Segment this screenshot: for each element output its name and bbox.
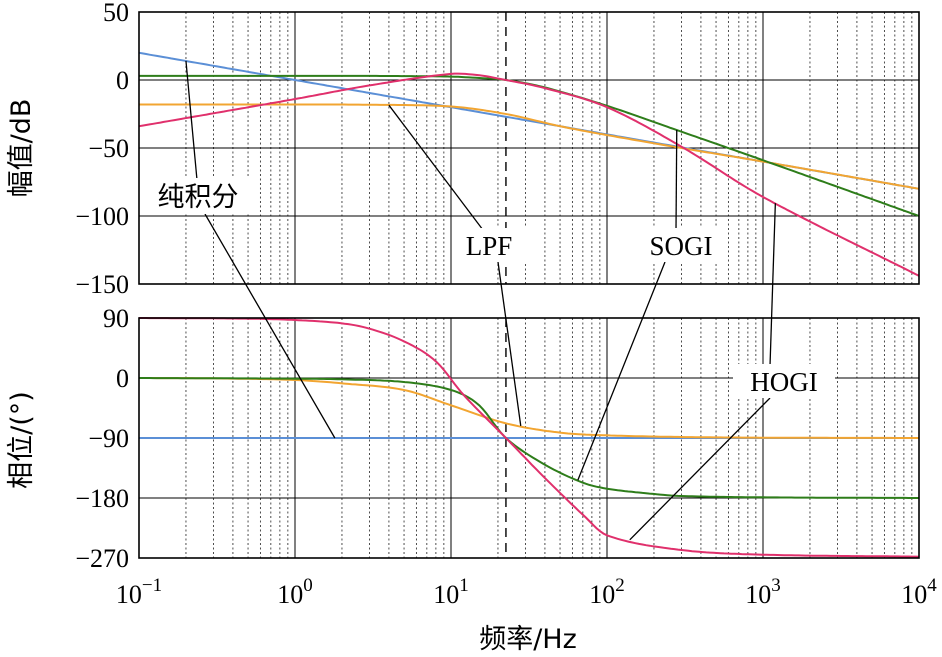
x-tick-label: 101 [433, 575, 469, 609]
annotation-leader-line [185, 60, 198, 181]
svg-text:LPF: LPF [466, 231, 513, 261]
x-tick-label: 10−1 [116, 575, 162, 609]
series-line-hogi [138, 72, 920, 277]
magnitude-grid [138, 11, 920, 285]
x-tick-label: 103 [745, 575, 781, 609]
x-axis-title: 频率/Hz [479, 624, 577, 655]
y-tick-label: 0 [116, 364, 129, 393]
svg-text:HOGI: HOGI [750, 367, 818, 397]
y-tick-label: −180 [75, 484, 129, 513]
annotation-leader-line [577, 261, 666, 481]
x-tick-label: 100 [277, 575, 313, 609]
phase-frame [138, 317, 920, 559]
phase-series [139, 317, 920, 558]
series-line-sogi [139, 377, 919, 499]
annotation-leader-line [497, 261, 522, 426]
y-tick-label: 90 [103, 304, 129, 333]
annotation-leaders [185, 60, 777, 541]
magnitude-axis-title: 幅值/dB [6, 99, 37, 198]
series-line-lpf [139, 103, 920, 190]
y-tick-label: −100 [75, 202, 129, 231]
series-line-sogi [139, 74, 920, 217]
x-tick-label: 102 [589, 575, 625, 609]
annotation-leader-line [388, 104, 484, 231]
magnitude-frame [138, 11, 920, 285]
y-tick-label: 0 [116, 66, 129, 95]
annotation-leader-line [629, 397, 771, 541]
series-line-hogi [139, 317, 920, 558]
y-tick-label: −90 [88, 424, 129, 453]
y-tick-label: −50 [88, 134, 129, 163]
phase-axis-title: 相位/(°) [6, 391, 37, 489]
magnitude-series [138, 51, 920, 277]
annotation-lpf: LPF [452, 228, 526, 262]
svg-text:纯积分: 纯积分 [158, 182, 239, 213]
annotation-integrator: 纯积分 [146, 178, 250, 214]
y-tick-label: 50 [103, 0, 129, 27]
annotation-hogi: HOGI [733, 364, 835, 398]
svg-text:SOGI: SOGI [649, 231, 712, 261]
x-tick-label: 104 [901, 575, 937, 609]
annotation-sogi: SOGI [634, 228, 728, 262]
y-tick-label: −270 [75, 544, 129, 573]
y-tick-label: −150 [75, 270, 129, 299]
annotation-leader-line [675, 130, 678, 231]
annotation-leader-line [204, 213, 336, 439]
